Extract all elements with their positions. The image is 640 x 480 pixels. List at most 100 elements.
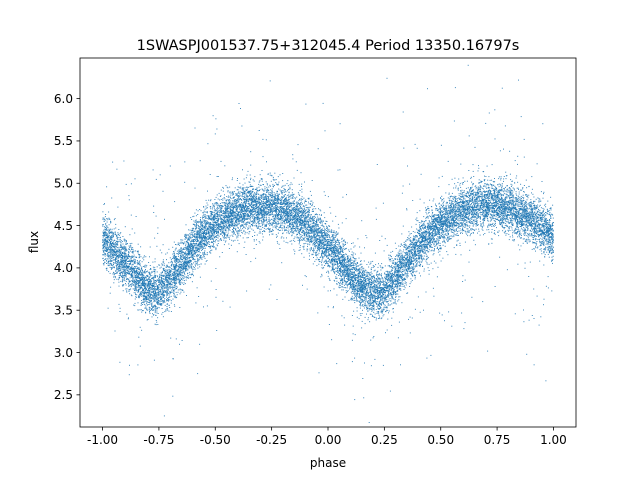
data-point xyxy=(418,233,419,235)
data-point xyxy=(349,269,351,270)
data-point xyxy=(240,217,242,219)
data-point xyxy=(296,221,297,222)
data-point xyxy=(303,235,305,237)
data-point xyxy=(427,232,429,234)
data-point xyxy=(295,219,297,221)
data-point xyxy=(181,273,183,275)
data-point xyxy=(291,235,293,237)
data-point xyxy=(466,220,468,222)
data-point xyxy=(435,226,436,228)
data-point xyxy=(354,271,355,273)
data-point xyxy=(257,201,259,202)
data-point xyxy=(463,328,465,330)
data-point xyxy=(439,229,441,230)
data-point xyxy=(127,258,129,260)
data-point xyxy=(549,239,551,241)
data-point xyxy=(145,312,147,314)
data-point xyxy=(535,247,537,249)
data-point xyxy=(299,245,301,247)
data-point xyxy=(312,263,314,265)
data-point xyxy=(497,184,499,186)
data-point xyxy=(542,243,544,245)
data-point xyxy=(117,262,118,264)
data-point xyxy=(206,207,208,209)
data-point xyxy=(354,260,356,262)
data-point xyxy=(238,196,240,198)
data-point xyxy=(313,215,315,217)
data-point xyxy=(545,239,547,241)
data-point xyxy=(168,269,170,270)
data-point xyxy=(149,310,150,312)
data-point xyxy=(312,231,314,233)
data-point xyxy=(205,211,207,213)
data-point xyxy=(470,204,471,206)
data-point xyxy=(210,239,211,240)
data-point xyxy=(125,246,127,248)
data-point xyxy=(138,283,139,285)
data-point xyxy=(546,208,548,210)
data-point xyxy=(365,270,367,272)
data-point xyxy=(256,239,257,241)
data-point xyxy=(466,221,468,223)
data-point xyxy=(460,193,462,195)
data-point xyxy=(495,200,497,202)
data-point xyxy=(448,236,450,238)
data-point xyxy=(292,228,294,230)
data-point xyxy=(131,261,133,263)
data-point xyxy=(230,202,231,204)
data-point xyxy=(227,203,229,205)
data-point xyxy=(422,247,424,249)
data-point xyxy=(354,262,356,264)
data-point xyxy=(490,202,491,203)
data-point xyxy=(311,220,313,222)
data-point xyxy=(186,295,187,296)
data-point xyxy=(147,299,149,301)
data-point xyxy=(507,229,509,231)
data-point xyxy=(521,228,523,230)
data-point xyxy=(362,298,363,300)
data-point xyxy=(433,218,435,220)
data-point xyxy=(425,244,427,246)
data-point xyxy=(144,297,146,299)
data-point xyxy=(447,217,448,219)
data-point xyxy=(111,253,113,255)
data-point xyxy=(246,215,248,217)
data-point xyxy=(186,259,188,261)
data-point xyxy=(427,244,428,246)
data-point xyxy=(105,258,107,260)
data-point xyxy=(204,250,206,252)
data-point xyxy=(206,212,208,214)
data-point xyxy=(121,255,123,256)
data-point xyxy=(313,247,314,249)
data-point xyxy=(254,207,256,209)
data-point xyxy=(201,225,203,227)
data-point xyxy=(437,228,439,230)
data-point xyxy=(171,264,172,266)
data-point xyxy=(398,299,400,301)
data-point xyxy=(492,210,494,212)
data-point xyxy=(213,226,215,227)
data-point xyxy=(147,286,148,288)
data-point xyxy=(256,187,258,189)
data-point xyxy=(105,246,107,248)
data-point xyxy=(537,204,539,206)
data-point xyxy=(268,220,270,222)
data-point xyxy=(511,195,513,197)
data-point xyxy=(414,278,416,280)
data-point xyxy=(541,214,543,216)
data-point xyxy=(151,308,153,309)
data-point xyxy=(511,216,513,218)
data-point xyxy=(319,221,321,223)
data-point xyxy=(547,222,549,224)
data-point xyxy=(177,258,179,260)
data-point xyxy=(256,204,258,206)
data-point xyxy=(449,235,451,237)
data-point xyxy=(284,230,285,232)
data-point xyxy=(499,189,501,191)
data-point xyxy=(520,208,522,210)
data-point xyxy=(400,264,402,266)
data-point xyxy=(431,209,433,211)
data-point xyxy=(310,200,312,202)
data-point xyxy=(125,275,127,277)
data-point xyxy=(175,256,177,258)
